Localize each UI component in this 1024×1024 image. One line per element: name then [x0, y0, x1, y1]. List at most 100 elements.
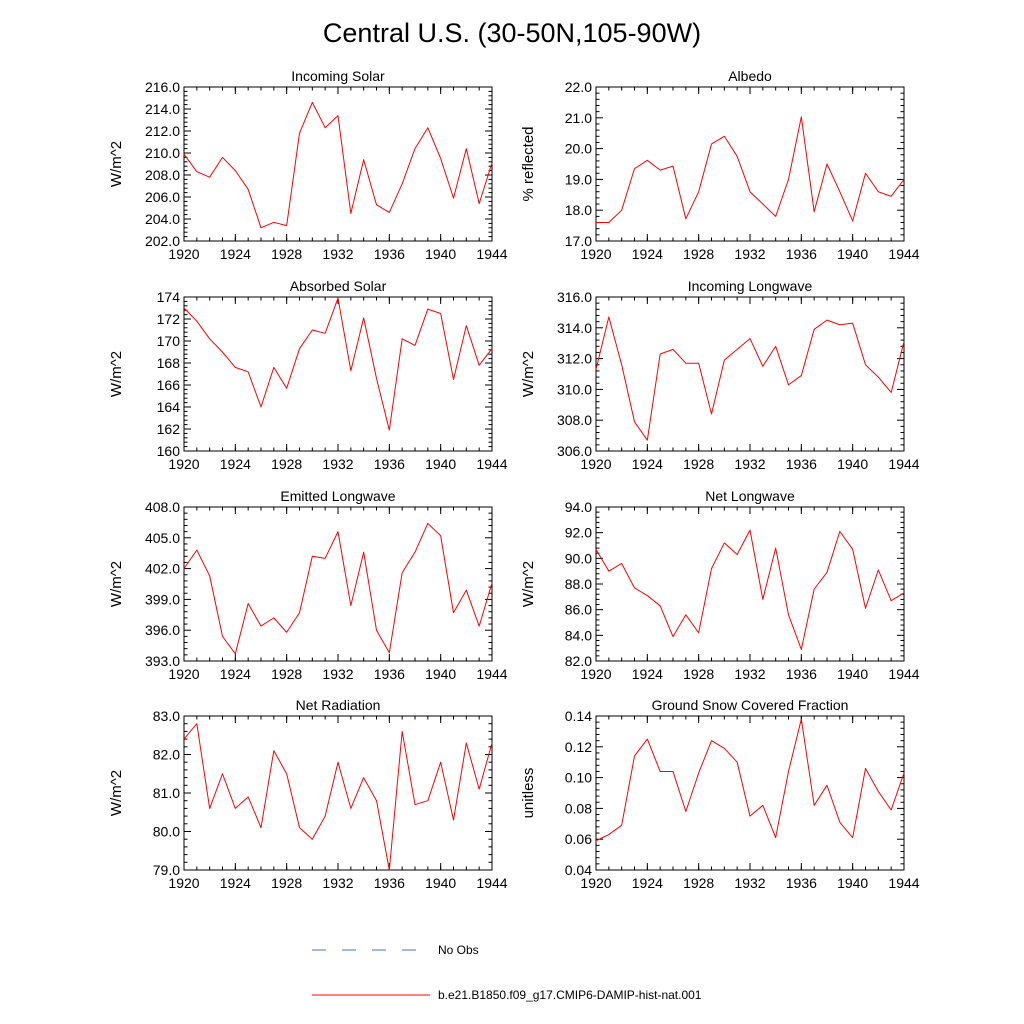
y-tick-label: 0.12: [565, 739, 592, 755]
panel-title: Incoming Solar: [291, 68, 385, 84]
y-tick-label: 166: [157, 377, 181, 393]
x-tick-label: 1928: [271, 456, 302, 472]
x-tick-label: 1944: [476, 875, 507, 891]
x-tick-label: 1924: [220, 666, 251, 682]
x-tick-label: 1920: [580, 875, 611, 891]
x-tick-label: 1928: [683, 666, 714, 682]
y-tick-label: 399.0: [145, 591, 180, 607]
x-tick-label: 1940: [425, 666, 456, 682]
x-tick-label: 1920: [168, 875, 199, 891]
x-tick-label: 1924: [632, 246, 663, 262]
x-tick-label: 1920: [168, 666, 199, 682]
y-tick-label: 206.0: [145, 189, 180, 205]
y-tick-label: 168: [157, 355, 181, 371]
x-tick-label: 1940: [837, 666, 868, 682]
y-tick-label: 21.0: [565, 110, 592, 126]
y-tick-label: 170: [157, 333, 181, 349]
x-tick-label: 1928: [683, 875, 714, 891]
x-tick-label: 1928: [683, 456, 714, 472]
y-tick-label: 86.0: [565, 602, 592, 618]
y-axis-label: W/m^2: [108, 561, 125, 607]
x-tick-label: 1936: [786, 456, 817, 472]
plot-frame: [183, 296, 493, 452]
y-tick-label: 402.0: [145, 561, 180, 577]
y-axis-label: W/m^2: [520, 351, 537, 397]
x-tick-label: 1920: [580, 666, 611, 682]
x-tick-label: 1932: [322, 875, 353, 891]
x-tick-label: 1924: [632, 666, 663, 682]
plot-frame: [183, 715, 493, 871]
y-tick-label: 208.0: [145, 167, 180, 183]
legend-label-no-obs: No Obs: [438, 943, 479, 957]
y-axis-label: W/m^2: [108, 770, 125, 816]
panel-title: Absorbed Solar: [290, 278, 387, 294]
y-axis-label: W/m^2: [520, 561, 537, 607]
x-tick-label: 1944: [888, 875, 919, 891]
y-tick-label: 162: [157, 421, 181, 437]
y-axis-label: W/m^2: [108, 351, 125, 397]
panel-net-longwave: Net Longwave W/m^2 1920 1924 1928 1932 1936 194…: [520, 488, 920, 682]
y-tick-label: 216.0: [145, 79, 180, 95]
series-line: [183, 723, 493, 871]
x-tick-label: 1944: [476, 456, 507, 472]
x-tick-label: 1940: [425, 875, 456, 891]
panel-title: Incoming Longwave: [688, 278, 813, 294]
panel-title: Net Longwave: [705, 488, 795, 504]
y-tick-label: 84.0: [565, 627, 592, 643]
panel-incoming-solar: Incoming Solar W/m^2 1920 1924 1928 1932 1936 1…: [108, 68, 508, 262]
y-tick-label: 82.0: [153, 747, 180, 763]
x-tick-label: 1936: [374, 456, 405, 472]
x-tick-label: 1944: [888, 456, 919, 472]
y-tick-label: 306.0: [557, 443, 592, 459]
y-tick-label: 405.0: [145, 530, 180, 546]
panel-incoming-longwave: Incoming Longwave W/m^2 1920 1924 1928 1932 19…: [520, 278, 920, 472]
series-line: [596, 116, 905, 224]
y-tick-label: 316.0: [557, 289, 592, 305]
x-tick-label: 1932: [734, 875, 765, 891]
y-tick-label: 393.0: [145, 653, 180, 669]
panel-albedo: Albedo % reflected 1920 1924 1928 1932 1936 194…: [520, 68, 920, 262]
series-line: [595, 529, 905, 650]
legend: No Obs b.e21.B1850.f09_g17.CMIP6-DAMIP-h…: [312, 943, 702, 1002]
x-tick-label: 1936: [374, 666, 405, 682]
x-tick-label: 1932: [734, 666, 765, 682]
y-tick-label: 19.0: [565, 171, 592, 187]
x-tick-label: 1944: [476, 666, 507, 682]
x-tick-label: 1920: [580, 456, 611, 472]
y-axis-label: unitless: [520, 768, 537, 819]
panels: Incoming Solar W/m^2 1920 1924 1928 1932 1936 1…: [108, 68, 920, 891]
x-tick-label: 1924: [632, 875, 663, 891]
y-tick-label: 0.10: [565, 770, 592, 786]
x-tick-label: 1944: [476, 246, 507, 262]
panel-title: Albedo: [728, 68, 772, 84]
x-tick-label: 1936: [786, 246, 817, 262]
x-tick-label: 1940: [425, 246, 456, 262]
x-tick-label: 1936: [786, 666, 817, 682]
series-line: [183, 522, 493, 655]
y-tick-label: 94.0: [565, 499, 592, 515]
y-tick-label: 160: [157, 443, 181, 459]
series-line: [595, 316, 905, 441]
y-tick-label: 0.04: [565, 862, 592, 878]
figure-title: Central U.S. (30-50N,105-90W): [323, 18, 701, 48]
x-tick-label: 1940: [837, 875, 868, 891]
plot-frame: [183, 506, 493, 662]
x-tick-label: 1932: [322, 246, 353, 262]
panel-absorbed-solar: Absorbed Solar W/m^2 1920 1924 1928 1932 1936 1…: [108, 278, 508, 472]
x-tick-label: 1940: [837, 246, 868, 262]
series-line: [183, 297, 493, 431]
y-tick-label: 314.0: [557, 320, 592, 336]
x-tick-label: 1928: [271, 875, 302, 891]
y-tick-label: 92.0: [565, 525, 592, 541]
y-tick-label: 164: [157, 399, 181, 415]
panel-emitted-longwave: Emitted Longwave W/m^2 1920 1924 1928 1932 193…: [108, 488, 508, 682]
x-tick-label: 1928: [271, 666, 302, 682]
legend-label-model-run: b.e21.B1850.f09_g17.CMIP6-DAMIP-hist-nat…: [438, 988, 702, 1002]
panel-title: Ground Snow Covered Fraction: [652, 697, 849, 713]
x-tick-label: 1940: [837, 456, 868, 472]
x-tick-label: 1932: [734, 246, 765, 262]
panel-title: Net Radiation: [296, 697, 381, 713]
plot-frame: [183, 86, 493, 242]
